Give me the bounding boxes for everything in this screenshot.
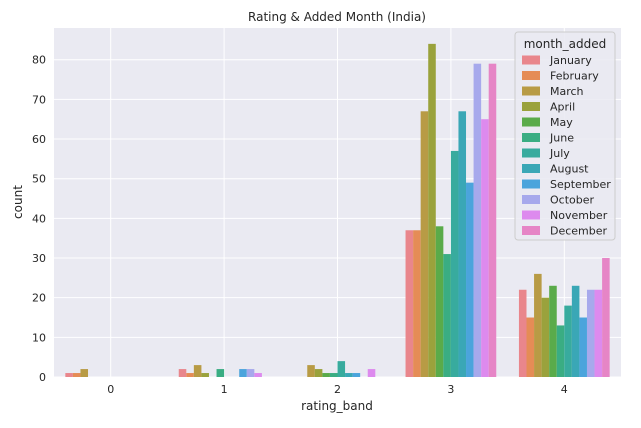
legend-label: July xyxy=(549,147,570,160)
y-tick-label: 80 xyxy=(32,54,46,67)
chart-title: Rating & Added Month (India) xyxy=(248,10,426,24)
x-tick-label: 1 xyxy=(221,383,228,396)
y-tick-label: 40 xyxy=(32,212,46,225)
legend-label: March xyxy=(550,85,584,98)
bar xyxy=(193,365,202,377)
legend-label: August xyxy=(550,163,589,176)
legend-label: September xyxy=(550,178,611,191)
bar xyxy=(571,285,580,377)
bar xyxy=(420,111,429,377)
x-tick-label: 2 xyxy=(334,383,341,396)
bar xyxy=(329,373,338,377)
bar xyxy=(201,373,209,377)
bar xyxy=(405,230,414,377)
bar xyxy=(314,369,323,377)
bar xyxy=(564,305,572,377)
legend-swatch xyxy=(522,71,540,80)
bar xyxy=(443,254,451,377)
legend-title: month_added xyxy=(524,37,607,51)
bar xyxy=(428,43,436,377)
bar xyxy=(488,63,497,378)
bar xyxy=(65,373,73,377)
legend-label: January xyxy=(549,54,592,67)
bar xyxy=(246,369,255,377)
bar xyxy=(549,285,557,377)
gridlines xyxy=(54,28,621,378)
bar xyxy=(534,273,542,377)
bar xyxy=(594,289,603,377)
legend-swatch xyxy=(522,179,540,189)
bar xyxy=(518,289,527,377)
bar xyxy=(322,373,330,377)
bar xyxy=(186,373,194,377)
bar xyxy=(556,325,565,377)
bar xyxy=(80,369,89,377)
bar xyxy=(473,63,482,378)
bar xyxy=(367,369,376,377)
bar xyxy=(541,297,550,377)
legend-label: December xyxy=(550,225,608,238)
bar xyxy=(602,258,610,377)
bar xyxy=(254,373,262,377)
legend-swatch xyxy=(522,210,540,220)
bar xyxy=(352,373,361,377)
y-tick-label: 50 xyxy=(32,173,46,186)
legend-swatch xyxy=(522,195,540,204)
legend-swatch xyxy=(522,102,540,111)
legend-swatch xyxy=(522,133,540,142)
y-tick-label: 60 xyxy=(32,133,46,146)
x-axis-label: rating_band xyxy=(301,399,373,413)
y-tick-label: 30 xyxy=(32,252,46,265)
bars xyxy=(65,43,610,378)
legend-swatch xyxy=(522,55,540,65)
legend-swatch xyxy=(522,148,540,158)
legend-label: June xyxy=(549,132,574,145)
y-tick-label: 10 xyxy=(32,331,46,344)
legend-swatch xyxy=(522,117,540,127)
bar xyxy=(466,182,474,377)
x-tick-label: 3 xyxy=(447,383,454,396)
legend-label: February xyxy=(550,70,599,83)
legend-swatch xyxy=(522,86,540,96)
bar xyxy=(435,226,444,377)
bar xyxy=(413,230,421,377)
bar xyxy=(458,111,467,377)
bar xyxy=(345,373,353,377)
legend-label: October xyxy=(550,194,594,207)
bar xyxy=(216,369,225,377)
x-tick-label: 0 xyxy=(107,383,114,396)
bar xyxy=(450,150,459,377)
bar xyxy=(239,369,247,377)
y-tick-labels: 0 10 20 30 40 50 60 70 80 xyxy=(32,54,46,384)
y-tick-label: 70 xyxy=(32,93,46,106)
legend-swatch xyxy=(522,226,540,235)
bar xyxy=(526,317,535,377)
legend-label: November xyxy=(550,209,608,222)
legend-label: May xyxy=(550,116,573,129)
x-tick-labels: 0 1 2 3 4 xyxy=(107,383,568,396)
bar xyxy=(307,365,315,377)
bar xyxy=(178,369,187,377)
y-tick-label: 0 xyxy=(39,371,46,384)
bar xyxy=(481,119,489,377)
legend-label: April xyxy=(550,101,575,114)
bar xyxy=(72,373,81,377)
bar xyxy=(579,317,587,377)
legend: month_added January February March April May… xyxy=(514,31,616,241)
y-axis-label: count xyxy=(11,185,25,219)
bar xyxy=(586,289,595,377)
bar xyxy=(337,361,346,377)
x-tick-label: 4 xyxy=(561,383,568,396)
legend-swatch xyxy=(522,164,540,173)
y-tick-label: 20 xyxy=(32,292,46,305)
